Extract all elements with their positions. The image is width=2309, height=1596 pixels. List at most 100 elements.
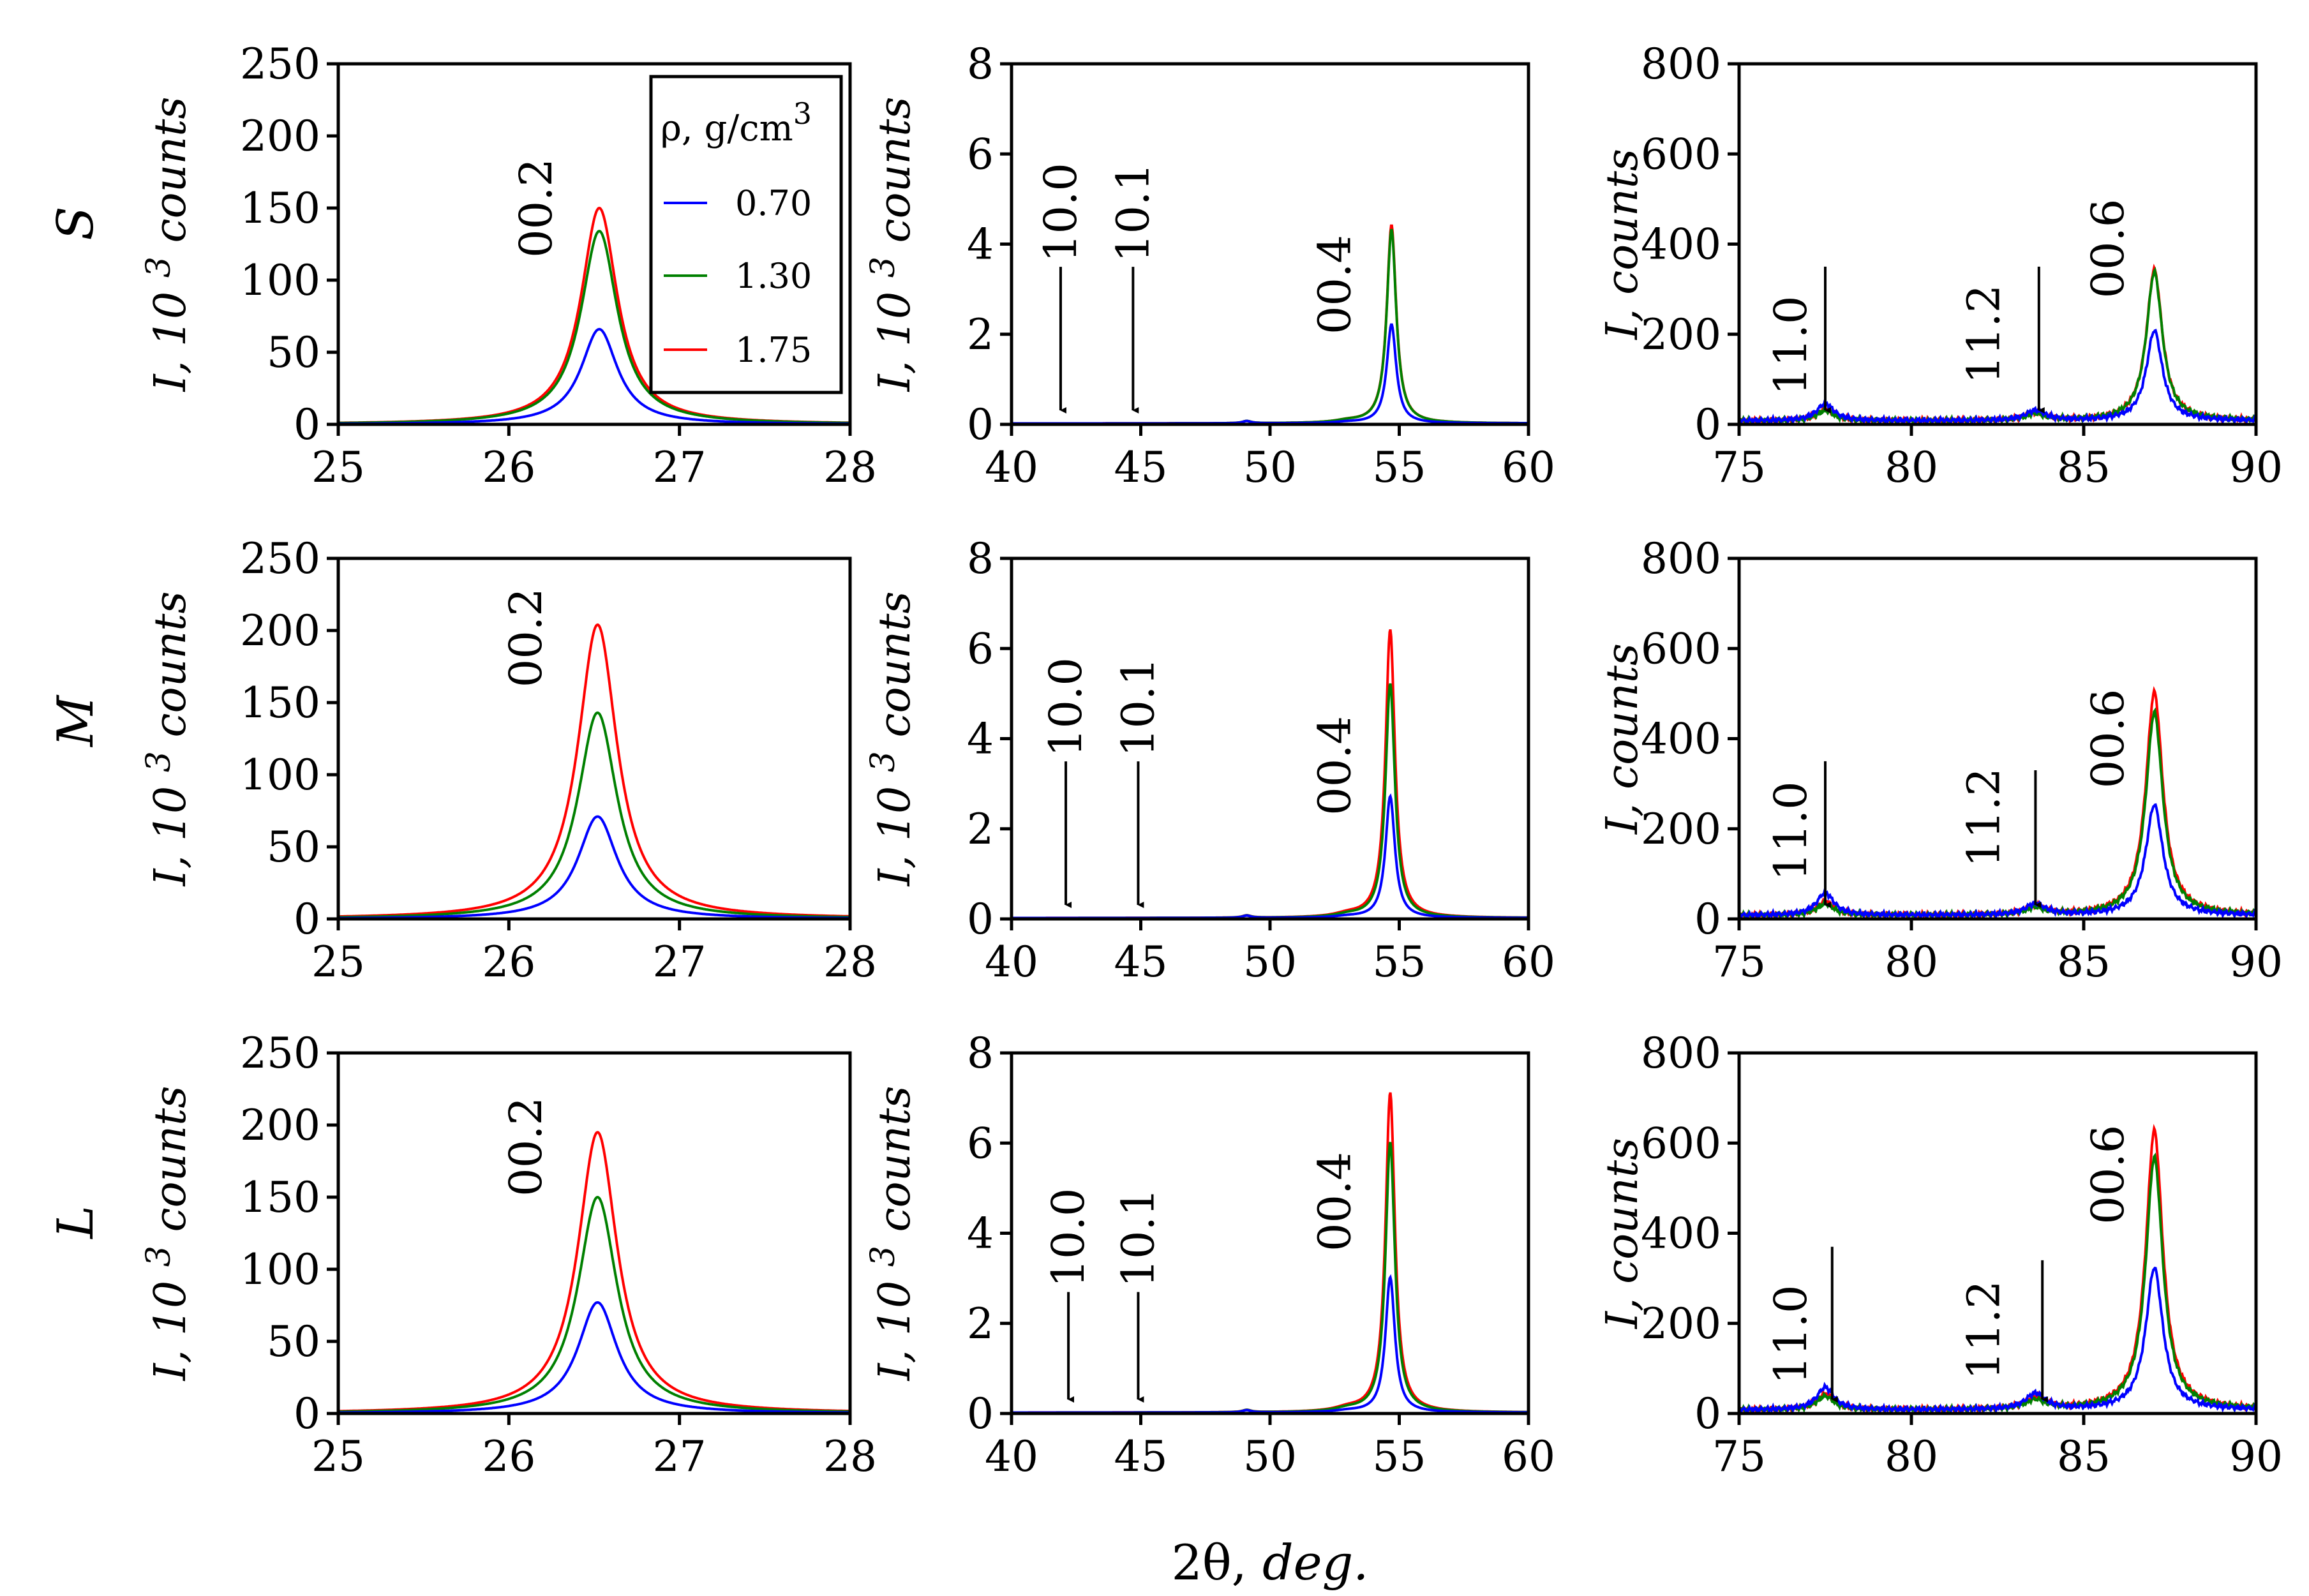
peak-label-m-3-1: 11.2 bbox=[1957, 768, 2010, 867]
y-axis-label-m-3: I, counts bbox=[1597, 643, 1648, 835]
row-label-l: L bbox=[47, 1205, 105, 1240]
panel-l-2: 40 45 50 55 60 0 2 4 6 8 I, 10 3 counts 10.0 10.1 00.… bbox=[864, 1029, 1555, 1481]
x-tick-s-2-60: 60 bbox=[1502, 443, 1555, 492]
peak-label-s-3-1: 11.2 bbox=[1957, 285, 2010, 384]
peak-label-m-3-2: 00.6 bbox=[2082, 689, 2134, 789]
y-axis-label-s-1: I, 10 3 counts bbox=[140, 97, 196, 393]
x-tick-m-3-90: 90 bbox=[2229, 937, 2283, 987]
x-tick-m-1-26: 26 bbox=[482, 937, 535, 987]
panel-s-2: 40 45 50 55 60 0 2 4 6 8 I, 10 3 counts 10.0 10.1 00.… bbox=[864, 40, 1555, 492]
y-axis-label-main-m-2: I, 10 bbox=[870, 772, 920, 887]
series-1.75-m-1 bbox=[338, 623, 850, 918]
series-1.30-l-1 bbox=[338, 1195, 850, 1413]
plot-frame-l-1 bbox=[336, 1051, 852, 1415]
y-axis-label-main-s-1: I, 10 bbox=[146, 278, 196, 392]
row-label-s: S bbox=[47, 206, 105, 240]
y-tick-m-2-2: 2 bbox=[967, 805, 994, 854]
y-tick-l-3-200: 200 bbox=[1641, 1299, 1721, 1348]
y-axis-label-text-m-3: I, counts bbox=[1597, 643, 1648, 835]
x-tick-m-1-27: 27 bbox=[653, 937, 706, 987]
peak-label-m-1-0: 00.2 bbox=[500, 588, 552, 687]
series-1.30-m-1 bbox=[338, 711, 850, 919]
y-tick-s-3-0: 0 bbox=[1694, 400, 1721, 449]
y-axis-label-sup-l-2: 3 bbox=[864, 1246, 902, 1267]
y-axis-label-text-s-3: I, counts bbox=[1597, 149, 1648, 341]
y-tick-s-2-6: 6 bbox=[967, 130, 994, 179]
x-tick-l-3-75: 75 bbox=[1712, 1432, 1766, 1481]
x-tick-s-3-90: 90 bbox=[2229, 443, 2283, 492]
x-tick-m-1-28: 28 bbox=[823, 937, 877, 987]
y-tick-l-2-6: 6 bbox=[967, 1119, 994, 1168]
x-tick-s-2-45: 45 bbox=[1114, 443, 1168, 492]
legend-label-1.30: 1.30 bbox=[735, 256, 812, 296]
y-axis-label-main-s-2: I, 10 bbox=[870, 278, 920, 392]
panel-m-2: 40 45 50 55 60 0 2 4 6 8 I, 10 3 counts 10.0 10.1 00.… bbox=[864, 534, 1555, 987]
y-axis-label-tail-l-1: counts bbox=[146, 1086, 196, 1246]
y-tick-l-2-0: 0 bbox=[967, 1389, 994, 1438]
y-tick-m-3-0: 0 bbox=[1694, 895, 1721, 944]
x-tick-s-1-27: 27 bbox=[653, 443, 706, 492]
y-tick-l-3-600: 600 bbox=[1641, 1119, 1721, 1168]
x-tick-l-2-40: 40 bbox=[985, 1432, 1038, 1481]
x-tick-s-1-25: 25 bbox=[311, 443, 365, 492]
y-tick-m-1-100: 100 bbox=[240, 750, 320, 800]
series-0.70-l-3 bbox=[1739, 1266, 2256, 1413]
row-label-m: M bbox=[47, 694, 105, 748]
peak-label-m-2-1: 10.1 bbox=[1112, 657, 1164, 757]
y-tick-m-2-4: 4 bbox=[967, 715, 994, 764]
legend-box bbox=[649, 75, 843, 394]
y-tick-s-1-0: 0 bbox=[294, 400, 320, 449]
y-tick-l-1-200: 200 bbox=[240, 1101, 320, 1150]
plot-frame-s-1 bbox=[336, 62, 852, 426]
peak-label-l-1-0: 00.2 bbox=[500, 1097, 552, 1197]
y-axis-label-m-2: I, 10 3 counts bbox=[864, 592, 920, 888]
y-tick-s-1-250: 250 bbox=[240, 40, 320, 89]
x-tick-l-3-85: 85 bbox=[2057, 1432, 2111, 1481]
y-axis-label-l-1: I, 10 3 counts bbox=[140, 1086, 196, 1382]
y-tick-l-2-8: 8 bbox=[967, 1029, 994, 1078]
y-axis-label-tail-l-2: counts bbox=[870, 1086, 920, 1246]
x-tick-s-2-55: 55 bbox=[1373, 443, 1426, 492]
y-axis-label-sup-l-1: 3 bbox=[140, 1246, 178, 1267]
peak-label-l-3-0: 11.0 bbox=[1765, 1285, 1817, 1384]
y-tick-m-2-0: 0 bbox=[967, 895, 994, 944]
x-tick-l-1-28: 28 bbox=[823, 1432, 877, 1481]
y-tick-l-2-4: 4 bbox=[967, 1209, 994, 1258]
x-tick-l-2-45: 45 bbox=[1114, 1432, 1168, 1481]
peak-label-s-2-0: 10.0 bbox=[1035, 163, 1087, 262]
peak-label-l-3-2: 00.6 bbox=[2082, 1125, 2134, 1225]
y-tick-m-3-600: 600 bbox=[1641, 624, 1721, 673]
x-tick-s-1-28: 28 bbox=[823, 443, 877, 492]
x-tick-l-3-80: 80 bbox=[1885, 1432, 1938, 1481]
x-tick-m-2-45: 45 bbox=[1114, 937, 1168, 987]
panel-l-1: 25 26 27 28 0 50 100 150 200 250 I, 10 3 counts 00.… bbox=[140, 1029, 877, 1481]
peak-label-s-1-0: 00.2 bbox=[510, 158, 562, 258]
y-tick-s-2-8: 8 bbox=[967, 40, 994, 89]
peak-label-s-3-0: 11.0 bbox=[1765, 295, 1817, 395]
panel-s-1: 25 26 27 28 0 50 100 150 200 250 I, 10 3 counts 00.… bbox=[140, 40, 877, 492]
x-tick-s-2-50: 50 bbox=[1243, 443, 1297, 492]
y-axis-label-sup-m-2: 3 bbox=[864, 751, 902, 772]
y-axis-label-main-l-1: I, 10 bbox=[146, 1267, 196, 1382]
legend-label-1.75: 1.75 bbox=[735, 330, 812, 370]
x-axis-title: 2θ, deg. bbox=[1172, 1534, 1369, 1591]
legend: ρ, g/cm3 0.70 1.30 1.75 bbox=[649, 75, 843, 394]
x-axis-title-unit: deg. bbox=[1262, 1534, 1368, 1591]
x-tick-l-2-55: 55 bbox=[1373, 1432, 1426, 1481]
legend-title: ρ, g/cm3 bbox=[661, 96, 812, 149]
x-tick-s-3-75: 75 bbox=[1712, 443, 1766, 492]
y-axis-label-text-l-3: I, counts bbox=[1597, 1138, 1648, 1330]
y-tick-m-3-400: 400 bbox=[1641, 715, 1721, 764]
series-0.70-m-1 bbox=[338, 815, 850, 919]
legend-title-sup: 3 bbox=[793, 96, 812, 131]
x-tick-l-1-26: 26 bbox=[482, 1432, 535, 1481]
y-tick-m-1-200: 200 bbox=[240, 606, 320, 655]
x-tick-l-2-50: 50 bbox=[1243, 1432, 1297, 1481]
y-axis-label-main-l-2: I, 10 bbox=[870, 1267, 920, 1382]
y-axis-label-s-3: I, counts bbox=[1597, 149, 1648, 341]
peak-label-s-2-1: 10.1 bbox=[1107, 163, 1159, 262]
y-tick-s-1-50: 50 bbox=[267, 328, 320, 377]
y-axis-label-tail-m-1: counts bbox=[146, 592, 196, 751]
y-axis-label-sup-s-2: 3 bbox=[864, 257, 902, 278]
